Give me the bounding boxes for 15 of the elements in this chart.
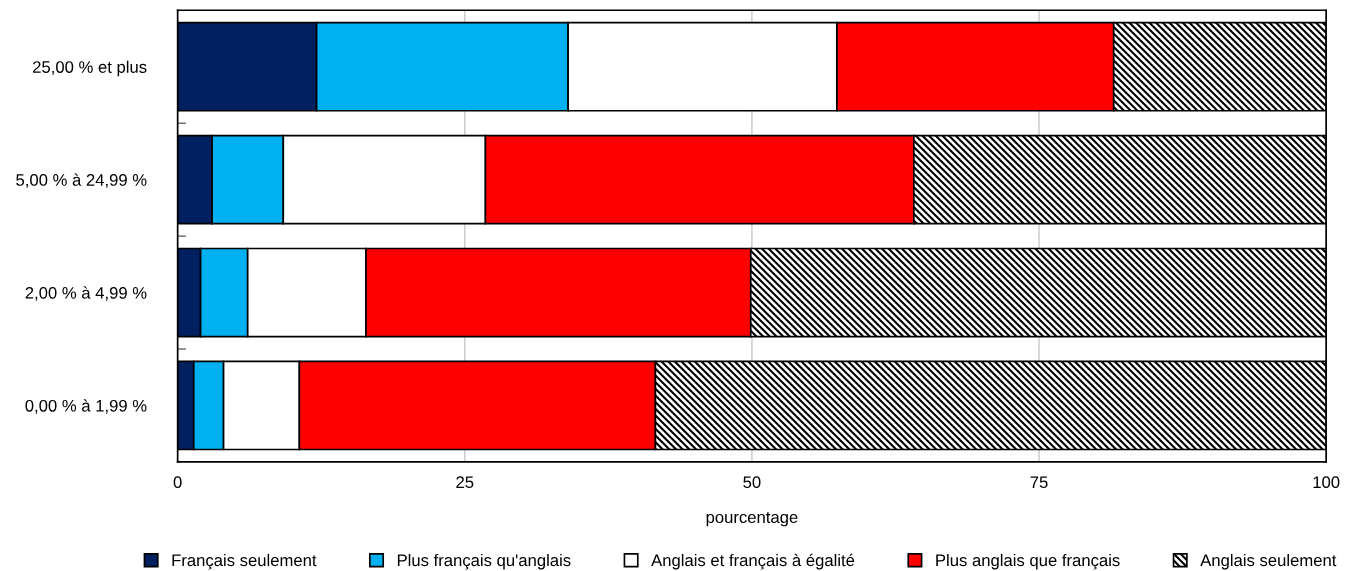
legend-label: Anglais seulement (1200, 553, 1337, 570)
x-tick-label: 50 (743, 476, 761, 489)
legend-label: Anglais et français à égalité (651, 553, 855, 570)
y-tick-label: 5,00 % à 24,99 % (16, 173, 147, 188)
x-tick-label: 25 (456, 476, 474, 489)
legend-label: Plus anglais que français (936, 553, 1120, 570)
y-tick-label: 2,00 % à 4,99 % (25, 286, 147, 301)
x-tick-label: 75 (1030, 476, 1048, 489)
legend-label: Plus français qu'anglais (397, 553, 571, 570)
y-tick-label: 25,00 % et plus (33, 60, 147, 77)
x-axis-title: pourcentage (706, 512, 798, 527)
x-tick-label: 100 (1313, 476, 1340, 489)
y-tick-label: 0,00 % à 1,99 % (25, 399, 147, 414)
legend-label: Français seulement (172, 553, 317, 570)
x-tick-label: 0 (173, 476, 182, 489)
